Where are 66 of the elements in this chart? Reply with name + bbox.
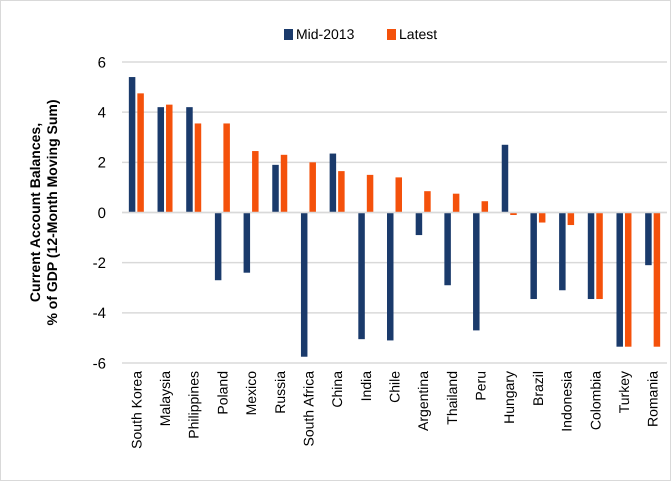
x-tick-label: China [329, 370, 346, 408]
y-tick-label: 4 [98, 104, 106, 122]
bar [166, 104, 173, 212]
bar [473, 212, 480, 330]
x-tick-label: Peru [472, 371, 489, 401]
bar [654, 212, 660, 347]
bar [186, 107, 193, 212]
bar [502, 144, 508, 212]
bar [358, 212, 365, 340]
x-tick-label: Philippines [186, 371, 202, 439]
bar [424, 191, 431, 212]
bar [338, 171, 345, 212]
legend-label: Mid-2013 [296, 26, 355, 42]
y-tick-label: -6 [92, 355, 106, 372]
bar [309, 162, 316, 212]
bar [223, 123, 230, 212]
bar [596, 212, 603, 300]
bar [559, 212, 566, 290]
bar [568, 212, 574, 226]
bar [128, 77, 136, 212]
y-tick-label: 2 [98, 154, 106, 172]
x-tick-label: Chile [386, 370, 402, 403]
bar [300, 212, 308, 357]
bar [444, 212, 451, 286]
bar [482, 201, 488, 212]
bar [244, 212, 250, 273]
x-tick-label: Indonesia [558, 370, 575, 432]
x-tick-label: Colombia [587, 370, 604, 430]
bar [158, 107, 164, 212]
x-tick-label: Russia [272, 370, 288, 414]
x-tick-label: Brazil [530, 371, 546, 406]
bar [616, 212, 623, 347]
x-tick-label: Hungary [501, 371, 518, 424]
bar [530, 212, 537, 300]
x-tick-label: Malaysia [157, 370, 174, 426]
bar [645, 212, 652, 266]
x-tick-label: Turkey [616, 371, 632, 414]
y-tick-label: 6 [98, 54, 106, 72]
x-tick-label: Mexico [243, 370, 260, 416]
bar [272, 164, 279, 212]
bar [452, 194, 460, 212]
x-tick-label: Argentina [415, 370, 432, 431]
bar [396, 177, 402, 212]
y-tick-label: -4 [92, 305, 106, 322]
x-tick-label: Romania [644, 370, 661, 428]
bar [624, 212, 632, 347]
bar [588, 212, 594, 300]
bar [194, 123, 202, 212]
bar [214, 212, 222, 280]
y-tick-label: -2 [92, 254, 106, 272]
y-axis-title: Current Account Balances, % of GDP (12-Month Moving Sum) [27, 99, 60, 326]
x-tick-label: South Korea [128, 370, 144, 449]
bar [330, 154, 336, 212]
bar [416, 212, 422, 236]
bar [538, 212, 546, 223]
legend-label: Latest [399, 26, 438, 42]
bar [137, 93, 144, 212]
bar [366, 174, 374, 212]
x-tick-label: Thailand [444, 371, 460, 425]
bar [387, 212, 394, 340]
y-tick-label: 0 [98, 204, 106, 222]
x-tick-label: South Africa [300, 370, 316, 446]
x-tick-label: Poland [214, 371, 230, 415]
bar [252, 151, 259, 212]
x-tick-label: India [358, 370, 374, 402]
bar [280, 154, 288, 212]
